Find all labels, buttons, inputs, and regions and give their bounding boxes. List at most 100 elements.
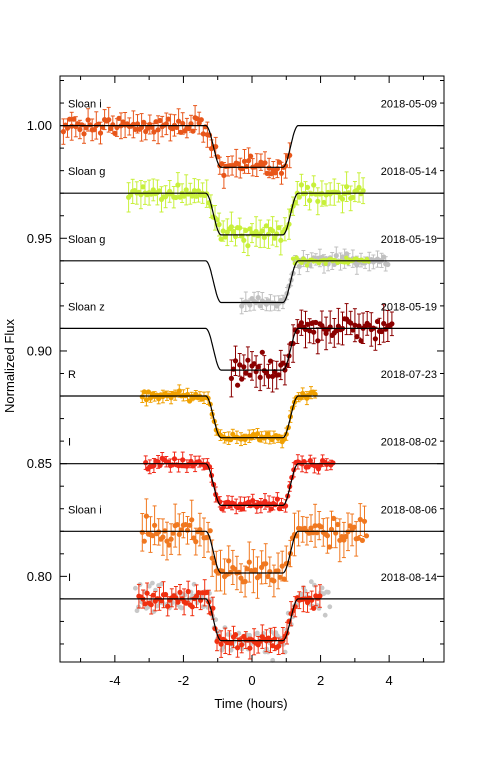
- data-point: [199, 530, 205, 536]
- data-point: [247, 372, 253, 378]
- data-point: [281, 576, 287, 582]
- data-point: [171, 456, 178, 462]
- background-point: [134, 608, 140, 614]
- data-point: [255, 364, 261, 370]
- data-point: [114, 124, 120, 131]
- x-tick-label: 4: [386, 673, 393, 688]
- data-point: [301, 459, 307, 465]
- data-point: [274, 231, 280, 237]
- series-3-points: [228, 303, 395, 398]
- data-point: [216, 221, 222, 228]
- data-point: [193, 193, 200, 199]
- series-4-points: [139, 384, 318, 449]
- series-5-date-label: 2018-08-02: [381, 437, 437, 449]
- data-point: [150, 533, 156, 539]
- data-point: [187, 522, 193, 528]
- overlay-point: [290, 256, 296, 261]
- data-point: [254, 431, 261, 437]
- background-point: [270, 657, 276, 663]
- background-point: [247, 632, 253, 638]
- data-point: [235, 161, 241, 167]
- data-point: [339, 196, 346, 202]
- data-point: [282, 367, 288, 373]
- data-point: [91, 127, 97, 133]
- data-point: [311, 329, 317, 335]
- data-point: [209, 555, 215, 561]
- data-point: [144, 590, 150, 596]
- data-point: [242, 578, 248, 585]
- data-point: [221, 172, 227, 178]
- series-1-model-curve: [60, 192, 444, 236]
- data-point: [252, 567, 258, 573]
- data-point: [296, 263, 302, 269]
- series-5-filter-label: I: [68, 437, 71, 449]
- background-scatter-layer: [133, 579, 333, 663]
- data-point: [278, 237, 284, 243]
- data-point: [189, 604, 195, 610]
- data-point: [366, 322, 372, 328]
- data-point: [177, 589, 183, 596]
- background-point: [133, 585, 138, 591]
- data-point: [218, 236, 224, 242]
- data-point: [323, 330, 329, 336]
- data-point: [244, 566, 250, 572]
- data-point: [112, 130, 118, 136]
- data-point: [257, 374, 263, 380]
- data-point: [265, 573, 271, 580]
- data-point: [333, 253, 339, 259]
- data-point: [176, 388, 182, 394]
- data-point: [312, 523, 318, 529]
- data-point: [207, 528, 213, 534]
- series-2-points: [239, 246, 391, 315]
- data-point: [185, 588, 191, 595]
- data-point: [330, 460, 336, 466]
- data-point: [275, 568, 281, 574]
- data-point: [177, 194, 183, 200]
- series-1-date-label: 2018-05-14: [381, 166, 437, 178]
- data-point: [156, 396, 162, 402]
- series-6-filter-label: Sloan i: [68, 504, 102, 516]
- data-point: [157, 117, 163, 124]
- data-point: [272, 235, 278, 241]
- data-point: [239, 376, 245, 382]
- series-4-filter-label: R: [68, 369, 76, 381]
- series-6-model-curve: [60, 530, 444, 574]
- data-point: [225, 499, 231, 505]
- data-point: [255, 295, 261, 301]
- data-point: [357, 516, 363, 523]
- data-point: [210, 605, 216, 611]
- data-point: [97, 130, 104, 136]
- data-point: [270, 643, 276, 649]
- data-point: [241, 158, 248, 164]
- data-point: [213, 144, 219, 150]
- data-point: [307, 328, 313, 334]
- data-point: [188, 458, 194, 464]
- background-point: [191, 581, 197, 587]
- data-point: [247, 302, 253, 308]
- data-point: [189, 193, 195, 199]
- background-point: [213, 617, 219, 623]
- background-point: [179, 605, 185, 611]
- data-point: [165, 603, 171, 609]
- background-point: [302, 588, 308, 594]
- data-point: [156, 529, 162, 535]
- data-point: [139, 529, 145, 535]
- y-tick-label: 1.00: [27, 118, 52, 133]
- background-point: [159, 581, 165, 587]
- series-2-date-label: 2018-05-19: [381, 234, 437, 246]
- data-point: [309, 320, 315, 326]
- data-point: [321, 199, 327, 206]
- data-point: [148, 602, 154, 608]
- data-point: [283, 503, 289, 509]
- background-point: [228, 647, 234, 653]
- data-point: [247, 226, 253, 232]
- data-point: [317, 593, 323, 599]
- data-point: [272, 170, 278, 176]
- overlay-point: [344, 255, 349, 260]
- data-point: [343, 533, 349, 540]
- data-point: [143, 397, 149, 403]
- series-4-model-curve: [60, 395, 444, 439]
- data-points-layer: [60, 105, 395, 660]
- data-point: [280, 360, 286, 366]
- data-point: [248, 153, 254, 159]
